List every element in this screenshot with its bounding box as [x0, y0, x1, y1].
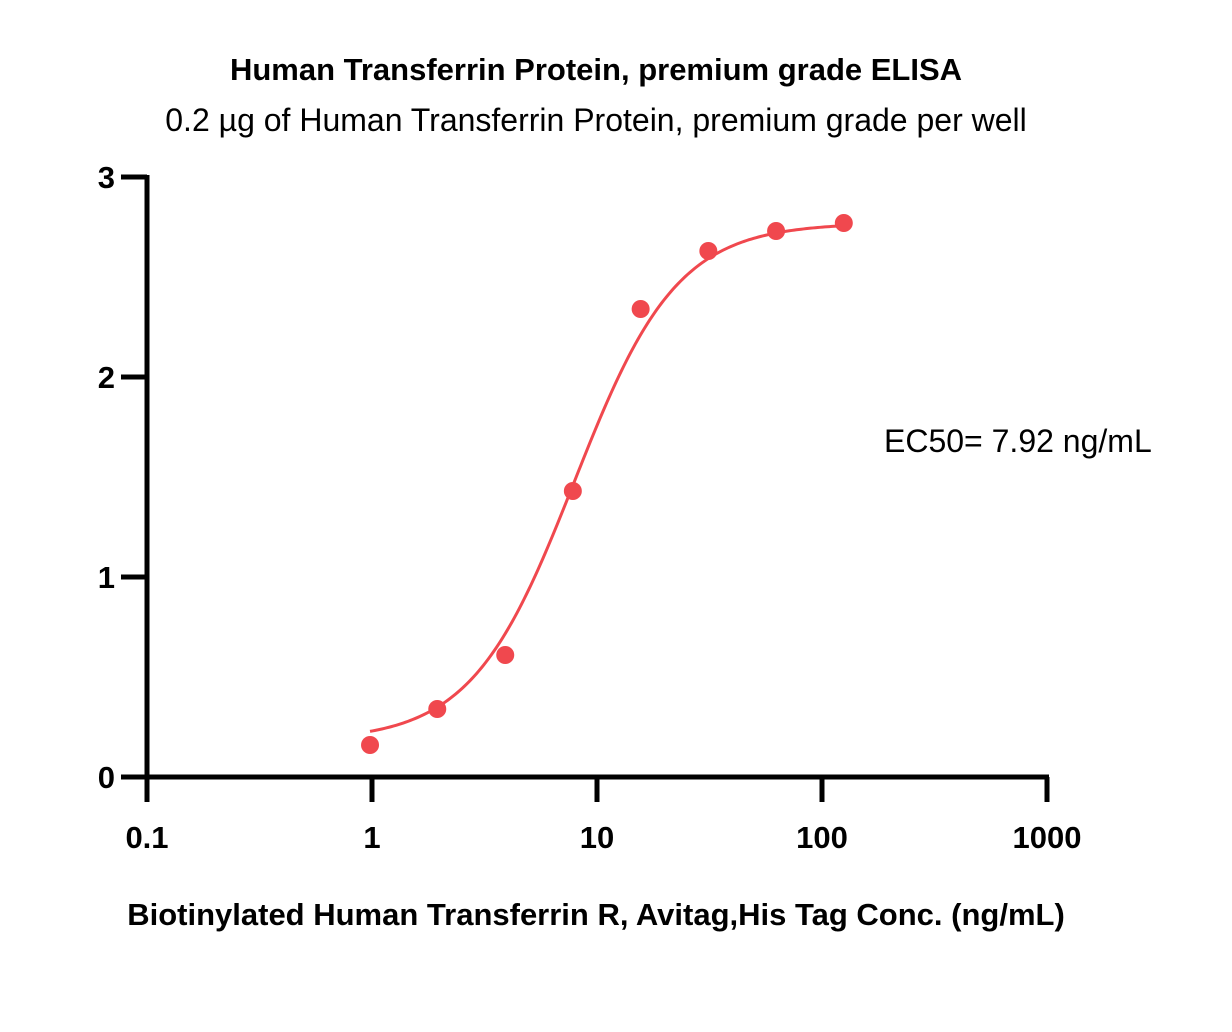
fit-curve — [369, 224, 844, 733]
data-points-layer — [361, 214, 853, 754]
y-tick-label: 2 — [98, 360, 115, 395]
x-tick-label: 0.1 — [125, 820, 168, 855]
y-tick-label: 1 — [98, 560, 115, 595]
y-axis: 0 1 2 3 — [98, 160, 150, 795]
data-point — [767, 222, 786, 240]
chart-title: Human Transferrin Protein, premium grade… — [230, 52, 962, 87]
ec50-annotation: EC50= 7.92 ng/mL — [884, 423, 1152, 459]
data-point — [699, 242, 718, 260]
chart-subtitle: 0.2 µg of Human Transferrin Protein, pre… — [165, 102, 1026, 138]
data-point — [496, 646, 515, 664]
data-point — [834, 214, 853, 232]
x-tick-label: 1000 — [1013, 820, 1082, 855]
x-tick-label: 1 — [363, 820, 380, 855]
data-point — [563, 482, 582, 500]
x-tick-label: 10 — [580, 820, 614, 855]
data-point — [361, 736, 380, 754]
fit-curve-layer — [369, 224, 844, 733]
x-tick-label: 100 — [796, 820, 848, 855]
x-axis: 0.1 1 10 100 1000 — [125, 774, 1082, 855]
x-axis-title: Biotinylated Human Transferrin R, Avitag… — [127, 897, 1065, 932]
data-point — [428, 700, 447, 718]
y-tick-label: 3 — [98, 160, 115, 195]
data-point — [631, 300, 650, 318]
y-tick-label: 0 — [98, 760, 115, 795]
